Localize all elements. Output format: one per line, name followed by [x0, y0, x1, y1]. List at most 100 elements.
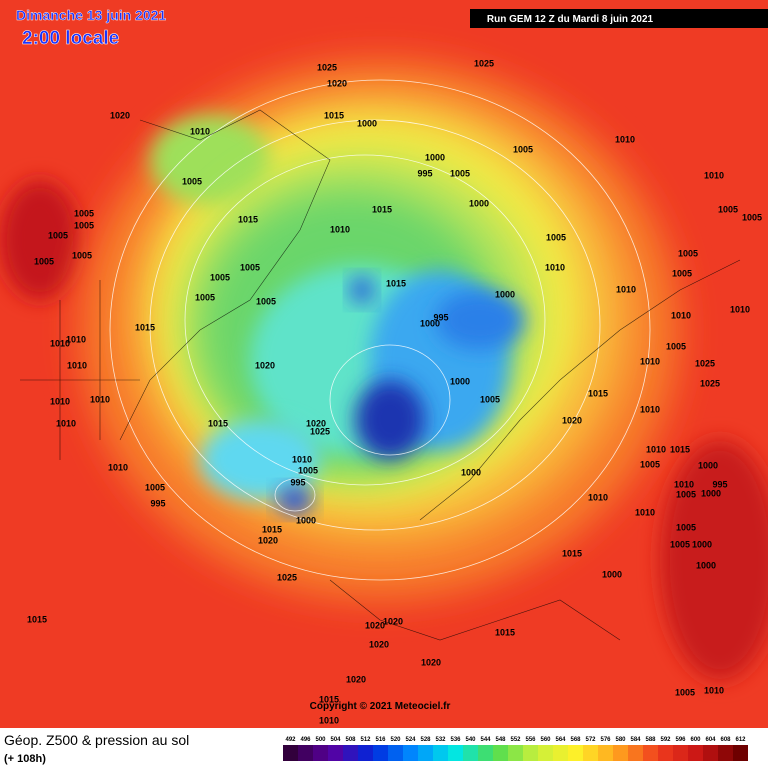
isobar-label: 1015: [372, 204, 392, 214]
scale-swatch: [568, 745, 583, 761]
isobar-label: 1015: [588, 388, 608, 398]
scale-swatch: [403, 745, 418, 761]
scale-swatch: [313, 745, 328, 761]
scale-swatch: [388, 745, 403, 761]
isobar-label: 1000: [420, 318, 440, 328]
scale-label: 596: [675, 737, 686, 743]
isobar-label: 1015: [324, 110, 344, 120]
isobar-label: 1010: [330, 224, 350, 234]
scale-swatch: [463, 745, 478, 761]
isobar-label: 1010: [545, 262, 565, 272]
scale-swatch: [658, 745, 673, 761]
isobar-label: 1000: [425, 152, 445, 162]
isobar-label: 1025: [310, 426, 330, 436]
scale-label: 540: [465, 737, 476, 743]
isobar-label: 1020: [258, 535, 278, 545]
scale-swatch: [538, 745, 553, 761]
scale-swatch: [523, 745, 538, 761]
scale-swatch: [373, 745, 388, 761]
isobar-label: 1010: [108, 462, 128, 472]
scale-label: 520: [390, 737, 401, 743]
isobar-label: 1000: [696, 560, 716, 570]
isobar-label: 1005: [640, 459, 660, 469]
scale-label: 496: [300, 737, 311, 743]
scale-label: 600: [690, 737, 701, 743]
scale-label: 500: [315, 737, 326, 743]
isobar-label: 1020: [365, 620, 385, 630]
scale-swatch: [448, 745, 463, 761]
isobar-label: 1020: [327, 78, 347, 88]
scale-swatch: [328, 745, 343, 761]
isobar-label: 1025: [317, 62, 337, 72]
copyright: Copyright © 2021 Meteociel.fr: [310, 701, 451, 712]
isobar-label: 1020: [346, 674, 366, 684]
isobar-label: 1020: [369, 639, 389, 649]
scale-swatch: [673, 745, 688, 761]
isobar-label: 1005: [676, 522, 696, 532]
scale-label: 572: [585, 737, 596, 743]
scale-label: 580: [615, 737, 626, 743]
isobar-label: 1010: [67, 360, 87, 370]
time-label: 2:00 locale: [22, 28, 119, 49]
isobar-label: 1015: [208, 418, 228, 428]
isobar-label: 1010: [319, 715, 339, 725]
isobar-label: 1000: [698, 460, 718, 470]
isobar-label: 1010: [674, 479, 694, 489]
isobar-label: 1005: [256, 296, 276, 306]
isobar-label: 1005: [34, 256, 54, 266]
scale-label: 568: [570, 737, 581, 743]
isobar-label: 1005: [670, 539, 690, 549]
scale-label: 532: [435, 737, 446, 743]
isobar-label: 1000: [692, 539, 712, 549]
isobar-label: 1005: [210, 272, 230, 282]
isobar-label: 1005: [48, 230, 68, 240]
isobar-label: 1010: [704, 685, 724, 695]
isobar-label: 1025: [700, 378, 720, 388]
scale-label: 516: [375, 737, 386, 743]
isobar-label: 1015: [562, 548, 582, 558]
isobar-label: 1015: [135, 322, 155, 332]
scale-label: 604: [705, 737, 716, 743]
isobar-label: 1010: [616, 284, 636, 294]
isobar-label: 1015: [386, 278, 406, 288]
scale-label: 564: [555, 737, 566, 743]
scale-label: 548: [495, 737, 506, 743]
isobar-label: 1000: [701, 488, 721, 498]
isobar-label: 1010: [730, 304, 750, 314]
isobar-label: 1010: [640, 404, 660, 414]
footer-lead: (+ 108h): [4, 753, 46, 765]
run-label: Run GEM 12 Z du Mardi 8 juin 2021: [487, 14, 654, 25]
scale-label: 576: [600, 737, 611, 743]
isobar-label: 1010: [615, 134, 635, 144]
isobar-label: 1005: [195, 292, 215, 302]
scale-label: 560: [540, 737, 551, 743]
isobar-label: 1000: [461, 467, 481, 477]
isobar-label: 1005: [546, 232, 566, 242]
scale-swatch: [643, 745, 658, 761]
scale-swatch: [733, 745, 748, 761]
isobar-label: 1005: [72, 250, 92, 260]
scale-swatch: [628, 745, 643, 761]
scale-swatch: [418, 745, 433, 761]
isobar-label: 1010: [50, 396, 70, 406]
scale-swatch: [298, 745, 313, 761]
isobar-label: 1005: [676, 489, 696, 499]
scale-swatch: [598, 745, 613, 761]
isobar-label: 1015: [262, 524, 282, 534]
isobar-label: 1010: [635, 507, 655, 517]
date-label: Dimanche 13 juin 2021: [16, 7, 166, 23]
scale-label: 492: [285, 737, 296, 743]
isobar-label: 1010: [640, 356, 660, 366]
scale-label: 584: [630, 737, 641, 743]
scale-label: 512: [360, 737, 371, 743]
isobar-label: 1005: [718, 204, 738, 214]
isobar-label: 1020: [306, 418, 326, 428]
scale-label: 544: [480, 737, 491, 743]
isobar-label: 1000: [495, 289, 515, 299]
isobar-label: 1020: [562, 415, 582, 425]
scale-swatch: [508, 745, 523, 761]
scale-label: 504: [330, 737, 341, 743]
isobar-label: 1015: [495, 627, 515, 637]
map-field: [0, 0, 768, 728]
